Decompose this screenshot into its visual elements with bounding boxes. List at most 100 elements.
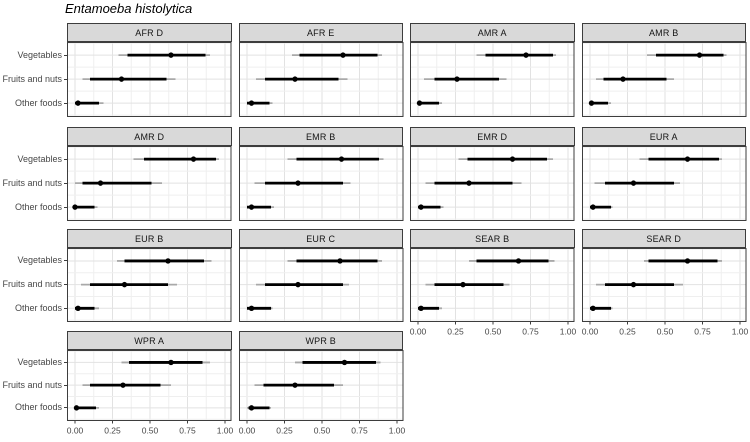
y-axis-label: Vegetables: [17, 153, 62, 164]
y-axis-tick: [63, 361, 67, 363]
point-estimate: [248, 405, 254, 411]
x-axis-tick-label: 1.00: [560, 327, 577, 337]
y-axis-tick: [63, 158, 67, 160]
facet-panel: [238, 42, 403, 117]
facet-strip: AFR D: [67, 23, 232, 42]
point-estimate: [165, 258, 171, 264]
y-axis-label: Fruits and nuts: [2, 379, 62, 390]
facet-panel: [238, 146, 403, 221]
panel-border: [238, 248, 403, 322]
point-estimate: [75, 100, 81, 106]
facet-strip: EUR B: [67, 229, 232, 248]
facet-panel: 0.00 0.25 0.50 0.75 1.00: [410, 248, 577, 337]
facet-panel: [67, 42, 232, 117]
point-estimate: [291, 382, 298, 388]
point-estimate: [248, 100, 254, 106]
point-estimate: [168, 359, 174, 366]
panel-border: [410, 146, 575, 221]
facet-strip: AMR B: [581, 23, 746, 42]
point-estimate: [190, 156, 197, 162]
y-axis-tick: [63, 206, 67, 208]
point-estimate: [118, 76, 125, 82]
facet-panel: [410, 146, 575, 221]
point-estimate: [121, 281, 128, 288]
x-axis-tick-label: 0.75: [694, 327, 711, 337]
chart-title: Entamoeba histolytica: [65, 1, 193, 16]
x-axis-tick-label: 0.75: [522, 327, 539, 337]
facet-title: AMR D: [134, 131, 165, 142]
y-axis-tick: [63, 182, 67, 184]
x-axis-tick-label: 0.00: [238, 426, 255, 436]
point-estimate: [589, 204, 596, 210]
point-estimate: [291, 76, 298, 82]
point-estimate: [509, 156, 516, 162]
panel-border: [581, 248, 746, 322]
facet-strip: WPR A: [67, 331, 232, 350]
y-axis-tick: [63, 307, 67, 309]
y-axis-label: Fruits and nuts: [2, 73, 62, 84]
point-estimate: [339, 52, 346, 58]
facet-strip: AMR D: [67, 127, 232, 146]
point-estimate: [97, 180, 104, 186]
point-estimate: [418, 204, 424, 210]
facet-title: WPR B: [305, 335, 336, 346]
y-axis-label: Fruits and nuts: [2, 177, 62, 188]
x-axis-tick-label: 0.25: [104, 426, 121, 436]
facet-title: AMR B: [648, 27, 679, 38]
point-estimate: [72, 204, 78, 210]
point-estimate: [466, 180, 472, 186]
facet-panel: [581, 146, 746, 221]
point-estimate: [460, 281, 466, 288]
x-axis-tick-label: 0.00: [581, 327, 598, 337]
y-axis-tick: [63, 384, 67, 386]
panel-border: [410, 248, 575, 322]
x-axis-tick-label: 0.75: [179, 426, 196, 436]
facet-title: SEAR B: [475, 233, 510, 244]
panel-border: [238, 350, 403, 421]
point-estimate: [630, 180, 636, 186]
facet-strip: EMR B: [238, 127, 403, 146]
y-axis-tick: [63, 284, 67, 286]
point-estimate: [588, 100, 594, 106]
point-estimate: [294, 281, 301, 288]
point-estimate: [523, 52, 529, 58]
y-axis-label: Vegetables: [17, 356, 62, 367]
point-estimate: [454, 76, 460, 82]
point-estimate: [684, 258, 690, 264]
point-estimate: [248, 305, 254, 312]
y-axis-tick: [63, 78, 67, 80]
point-estimate: [684, 156, 690, 162]
x-axis-tick-label: 0.25: [619, 327, 636, 337]
facet-panel: [410, 42, 575, 117]
x-axis-tick-label: 1.00: [731, 327, 748, 337]
point-estimate: [696, 52, 702, 58]
facet-title: SEAR D: [646, 233, 682, 244]
x-axis-tick-label: 0.25: [276, 426, 293, 436]
facet-title: AFR E: [306, 27, 335, 38]
y-axis-label: Fruits and nuts: [2, 279, 62, 290]
point-estimate: [73, 405, 80, 411]
y-axis-label: Other foods: [14, 302, 62, 313]
point-estimate: [619, 76, 626, 82]
facet-panel: [581, 42, 746, 117]
facet-title: EMR D: [477, 131, 508, 142]
point-estimate: [248, 204, 254, 210]
x-axis-tick-label: 0.50: [313, 426, 330, 436]
facet-strip: SEAR D: [581, 229, 746, 248]
y-axis-tick: [63, 260, 67, 262]
facet-title: EUR A: [649, 131, 678, 142]
panel-border: [67, 248, 232, 322]
x-axis-tick-label: 0.75: [351, 426, 368, 436]
point-estimate: [294, 180, 301, 186]
facet-panel: [67, 248, 232, 322]
x-axis-tick-label: 0.50: [142, 426, 159, 436]
y-axis-tick: [63, 102, 67, 104]
point-estimate: [589, 305, 596, 312]
facet-strip: EUR C: [238, 229, 403, 248]
x-axis-tick-label: 1.00: [217, 426, 234, 436]
facet-panel: 0.00 0.25 0.50 0.75 1.00: [67, 350, 234, 436]
y-axis-label: Vegetables: [17, 255, 62, 266]
panel-border: [238, 146, 403, 221]
facet-strip: AFR E: [238, 23, 403, 42]
facet-panel: [67, 146, 232, 221]
